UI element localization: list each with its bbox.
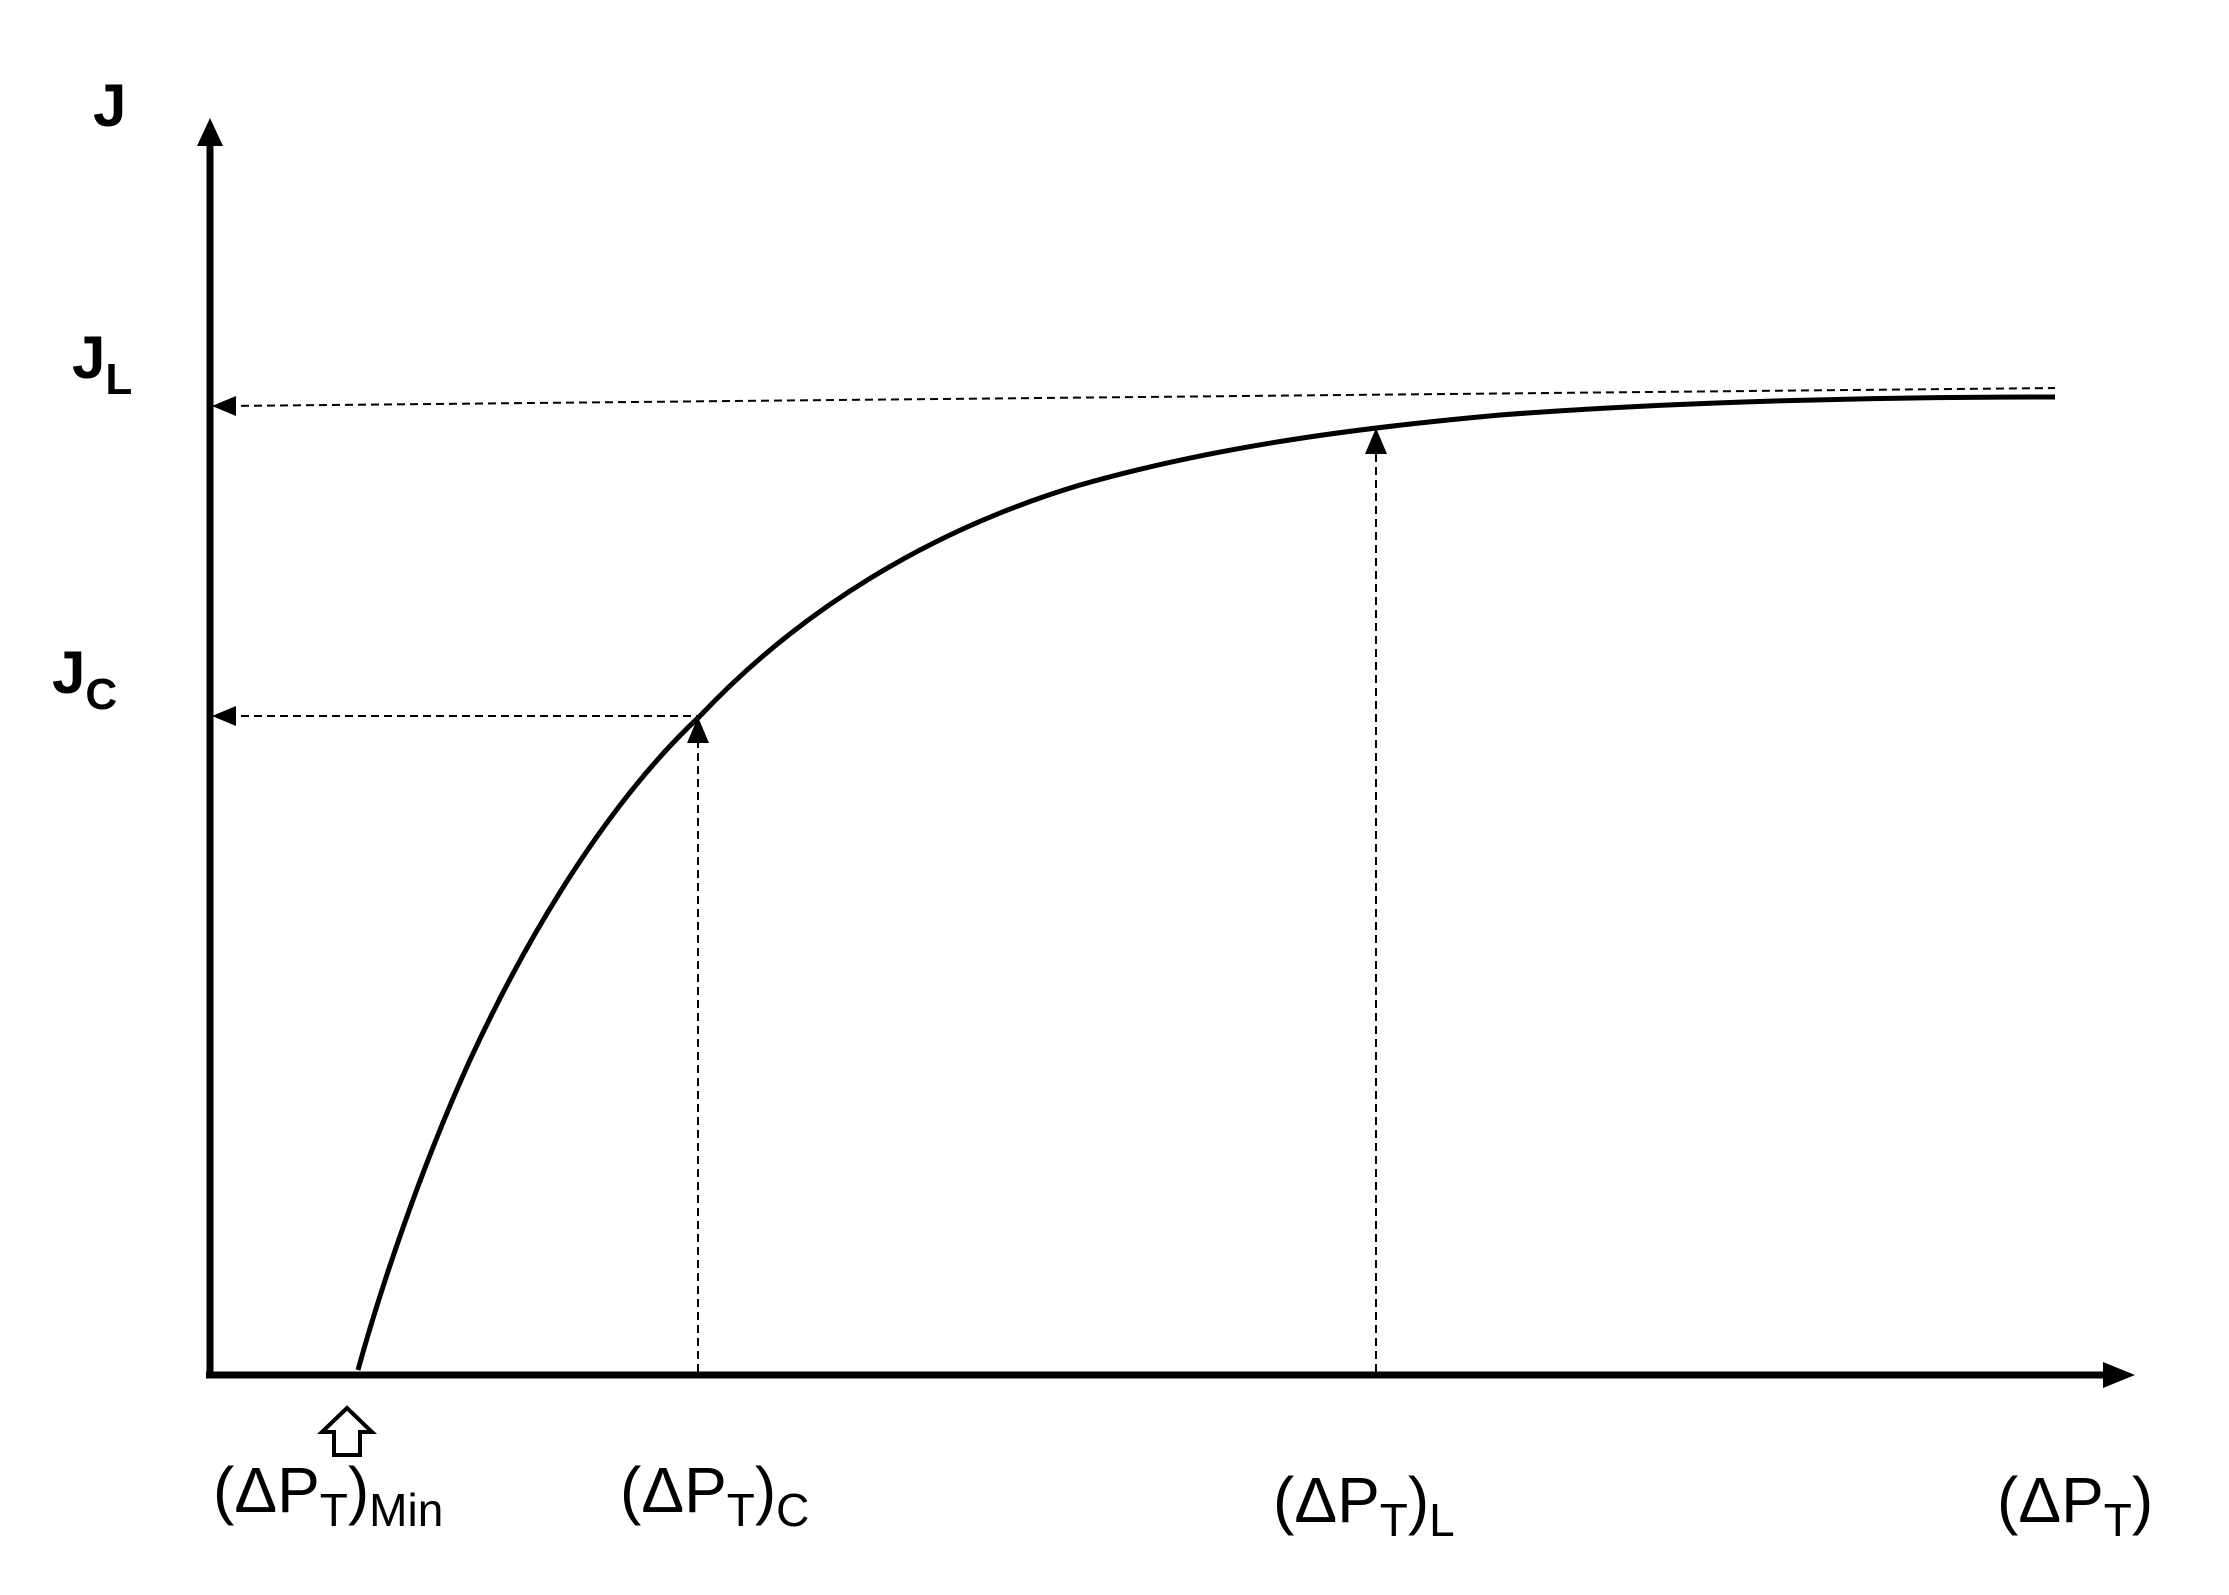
x-min-mid: )	[348, 1454, 369, 1526]
limiting-pressure-arrowhead	[1365, 428, 1387, 454]
x-c-mid: )	[755, 1454, 776, 1526]
jc-label: JC	[52, 639, 117, 719]
x-l-pre: (ΔP	[1273, 1464, 1380, 1536]
jc-sub: C	[85, 670, 117, 719]
limiting-flux-asymptote	[227, 387, 2056, 407]
x-l-sub2: L	[1429, 1494, 1455, 1546]
x-label-min-pressure: (ΔPT)Min	[213, 1454, 443, 1536]
x-min-sub1: T	[320, 1484, 348, 1536]
jl-sub: L	[105, 355, 132, 404]
x-l-sub1: T	[1380, 1494, 1408, 1546]
x-c-sub1: T	[727, 1484, 755, 1536]
x-axis-pre: (ΔP	[1997, 1464, 2104, 1536]
x-axis-arrowhead	[2103, 1362, 2135, 1388]
x-l-mid: )	[1408, 1464, 1429, 1536]
jl-arrowhead	[212, 396, 236, 416]
y-axis-label: J	[93, 72, 126, 139]
jl-main: J	[72, 324, 105, 391]
x-label-limiting-pressure: (ΔPT)L	[1273, 1464, 1455, 1546]
x-label-critical-pressure: (ΔPT)C	[620, 1454, 809, 1536]
x-c-sub2: C	[776, 1484, 809, 1536]
critical-pressure-arrowhead	[687, 717, 709, 743]
x-c-pre: (ΔP	[620, 1454, 727, 1526]
jc-main: J	[52, 639, 85, 706]
min-pressure-hollow-arrow	[317, 1405, 377, 1457]
x-min-sub2: Min	[369, 1484, 443, 1536]
flux-curve	[355, 394, 2056, 1371]
y-axis-arrowhead	[197, 118, 223, 146]
x-axis-mid: )	[2132, 1464, 2153, 1536]
jc-arrowhead	[212, 706, 236, 726]
jl-label: JL	[72, 324, 132, 404]
x-min-pre: (ΔP	[213, 1454, 320, 1526]
x-axis-label: (ΔPT)	[1997, 1464, 2153, 1546]
x-axis-sub1: T	[2104, 1494, 2132, 1546]
